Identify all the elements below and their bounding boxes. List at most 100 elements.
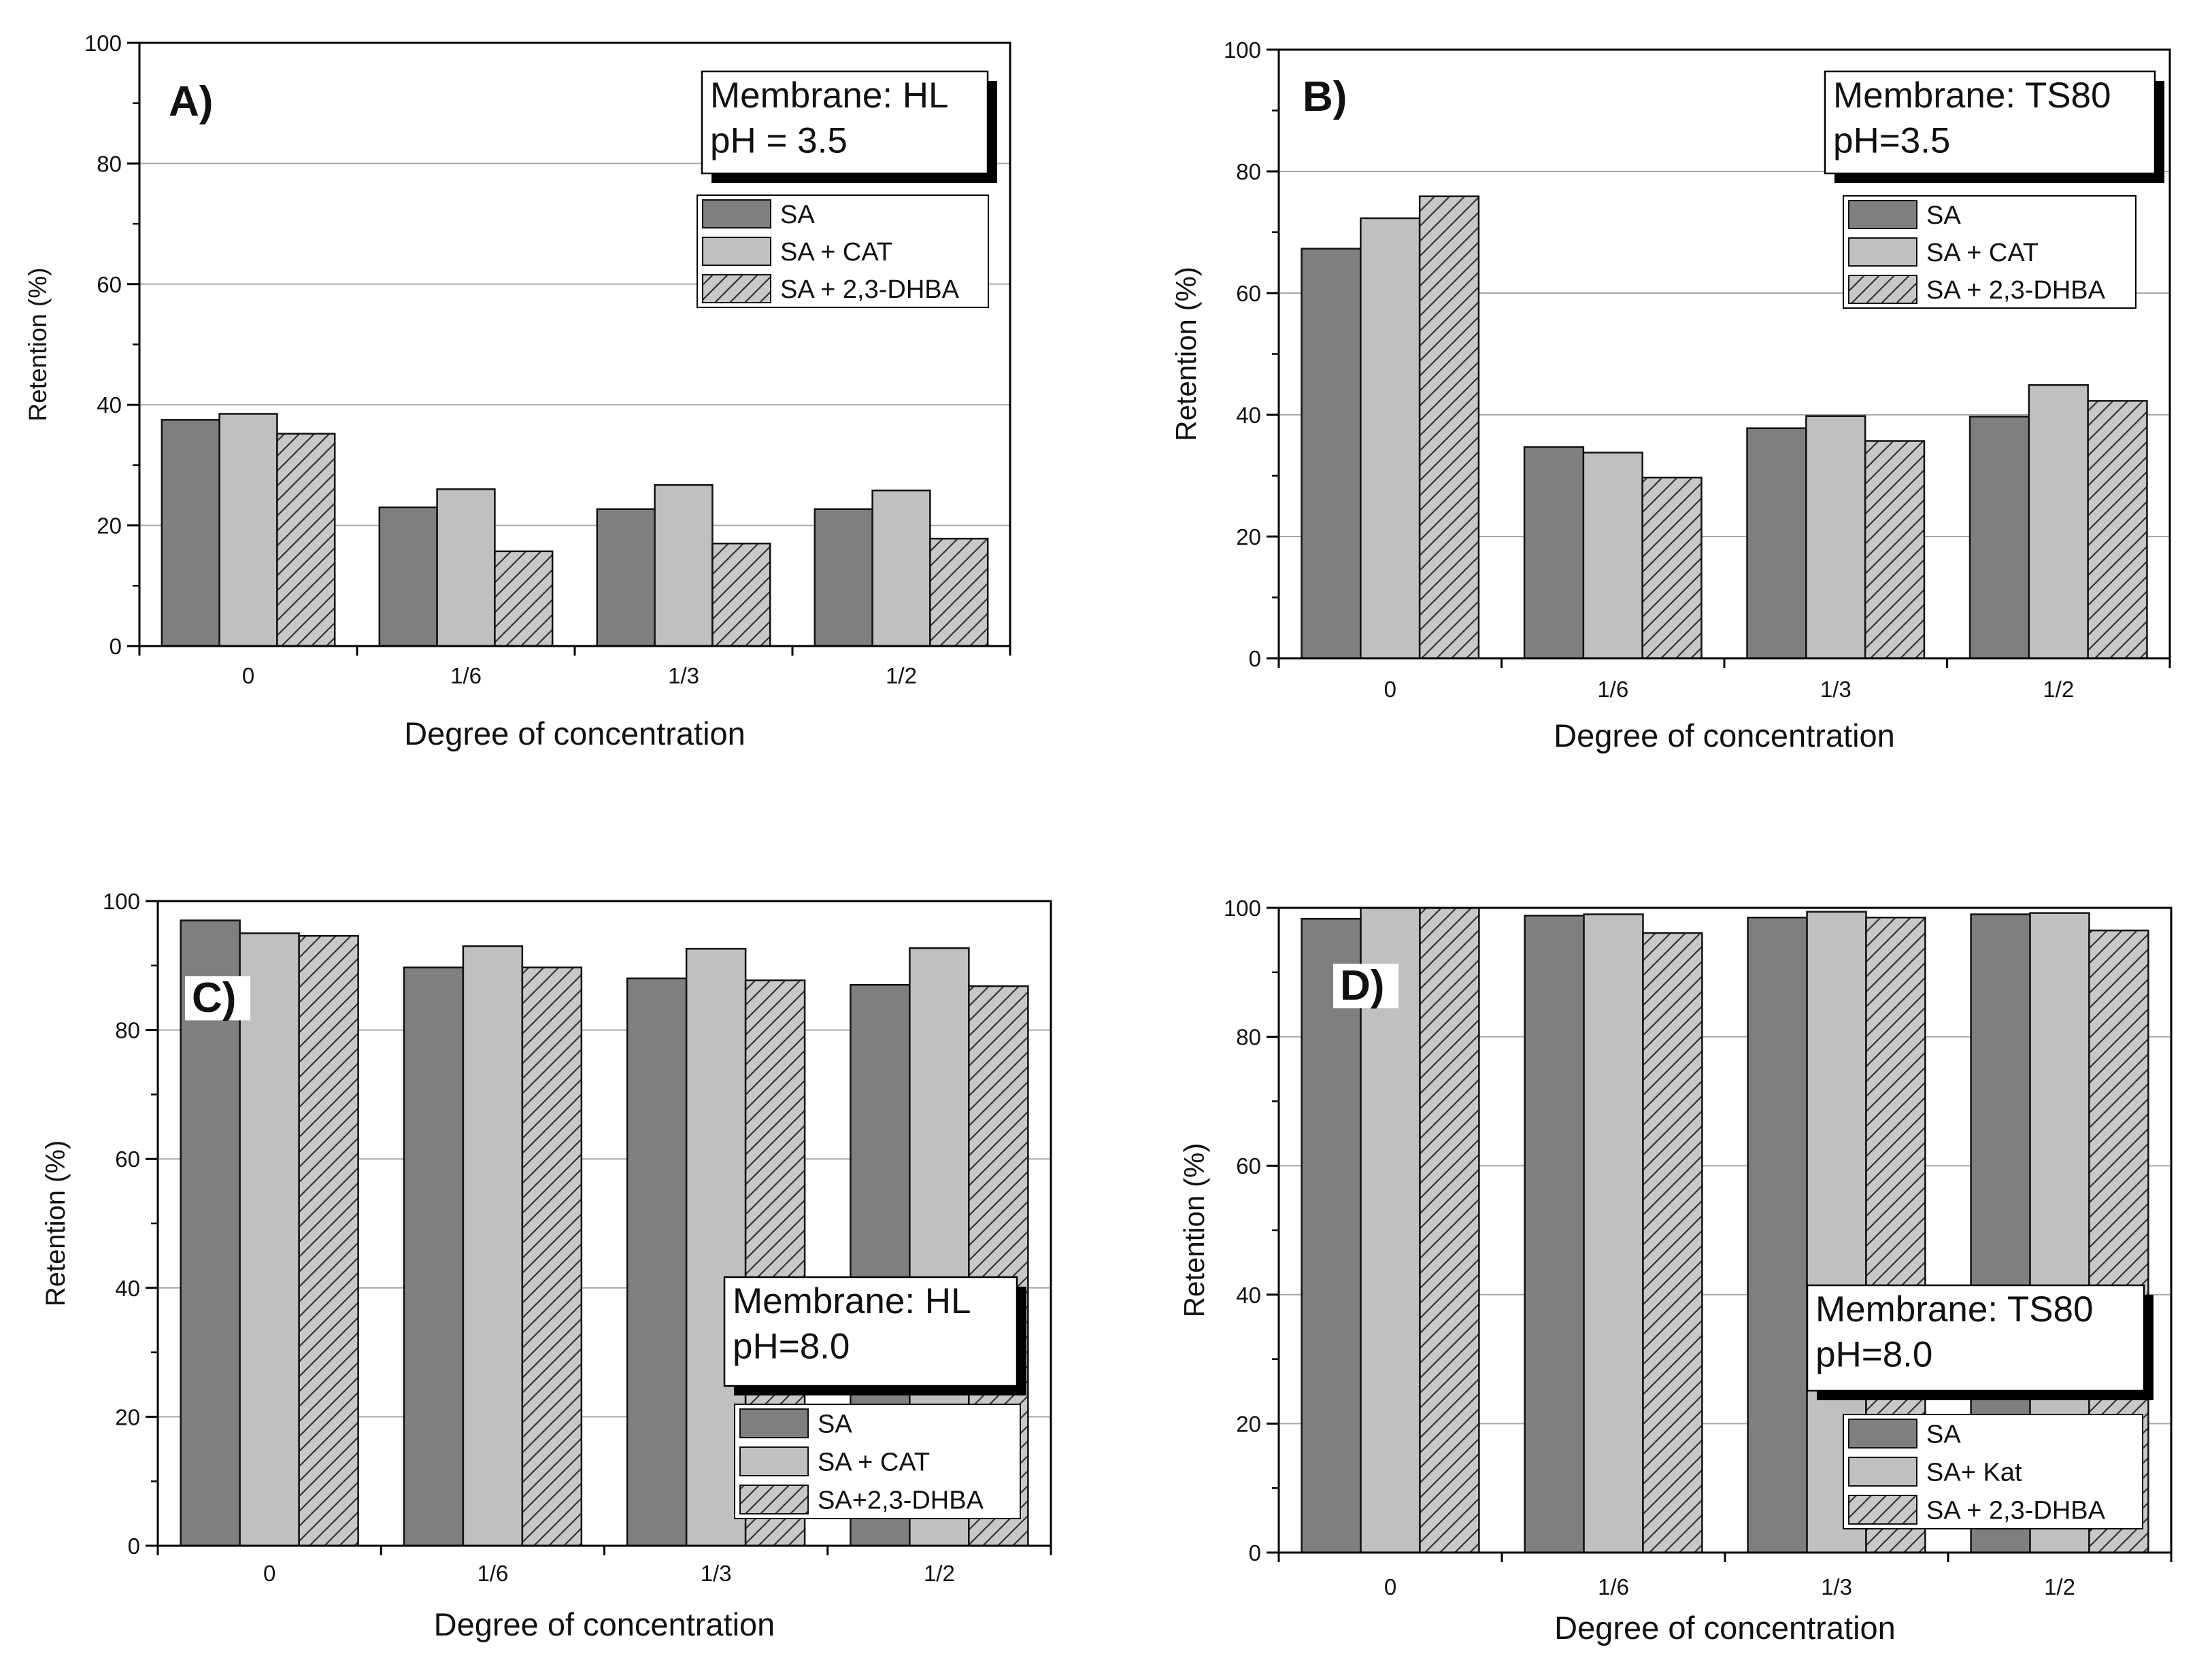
bar-sa-cat-3 [1805, 415, 1866, 660]
bar-sa-1 [1301, 248, 1362, 660]
chart-panel-b: 0 20 40 60 80 100 0 1/6 1/3 1/2 Degree of concentr… [1170, 37, 2171, 753]
bar-sa-cat-1 [218, 413, 278, 647]
legend-label: SA [1926, 201, 1961, 230]
bar-sa-2 [378, 506, 438, 647]
bar-sa-kat-2 [1583, 913, 1644, 1554]
bar-sa-3 [1747, 916, 1808, 1554]
y-axis-title: Retention (%) [1170, 267, 1202, 441]
bar-sa-2-3-dhba-3 [711, 542, 771, 647]
bar-sa-3 [626, 977, 688, 1547]
legend-swatch [702, 237, 771, 266]
x-tick-label: 1/2 [886, 663, 917, 688]
legend-swatch [702, 274, 771, 303]
x-tick-label: 1/3 [1820, 677, 1851, 702]
annotation-line: pH=3.5 [1833, 120, 1950, 160]
y-tick-label: 100 [103, 889, 140, 914]
bar-sa-cat-2 [1582, 452, 1643, 660]
bar-sa-2-3-dhba-2 [494, 550, 554, 647]
y-tick-label: 40 [1236, 403, 1261, 428]
y-tick-label: 0 [128, 1534, 140, 1559]
bar-sa-2-3-dhba-1 [1419, 907, 1480, 1554]
y-tick-label: 80 [115, 1018, 140, 1043]
bar-sa-2-3-dhba-1 [1418, 195, 1480, 660]
x-tick-label: 1/3 [668, 663, 699, 688]
x-axis-title: Degree of concentration [434, 1606, 775, 1642]
bar-sa-2-3-dhba-1 [298, 934, 359, 1547]
bar-sa-cat-4 [871, 489, 931, 647]
bar-sa-1 [180, 919, 241, 1547]
y-tick-label: 100 [84, 31, 122, 56]
y-tick-label: 20 [97, 513, 122, 539]
x-tick-label: 1/6 [1598, 1574, 1629, 1599]
panel-tag: D) [1340, 962, 1384, 1009]
legend-swatch [1848, 1495, 1917, 1525]
y-tick-label: 40 [1236, 1283, 1261, 1308]
bar-sa-3 [596, 508, 656, 647]
chart-panel-c: 0 20 40 60 80 100 0 1/6 1/3 1/2 Degree of concentr… [41, 889, 1052, 1642]
legend-label: SA [780, 201, 815, 229]
x-axis-title: Degree of concentration [1554, 1610, 1896, 1646]
panel-tag: B) [1303, 73, 1347, 120]
y-tick-label: 60 [1236, 281, 1261, 306]
y-tick-label: 80 [97, 151, 122, 176]
legend-label: SA+ Kat [1926, 1459, 2022, 1487]
bar-sa-2-3-dhba-2 [1641, 476, 1703, 660]
annotation-line: pH=8.0 [1815, 1334, 1932, 1374]
annotation-line: Membrane: TS80 [1833, 75, 2111, 116]
annotation-line: Membrane: HL [710, 75, 949, 116]
y-tick-label: 0 [1249, 1540, 1261, 1565]
x-tick-label: 0 [1384, 677, 1396, 702]
legend-label: SA [1926, 1421, 1961, 1449]
legend-swatch [739, 1408, 809, 1438]
x-tick-label: 0 [242, 663, 254, 688]
bar-sa-cat-4 [2028, 384, 2089, 660]
x-tick-label: 1/2 [2043, 677, 2074, 702]
bar-sa-1 [1301, 917, 1362, 1554]
bar-sa-4 [1968, 416, 2030, 660]
legend-swatch [1848, 275, 1917, 304]
x-tick-label: 0 [263, 1561, 275, 1586]
x-tick-label: 0 [1384, 1574, 1396, 1599]
bar-sa-cat-1 [239, 932, 300, 1547]
annotation-box [701, 70, 989, 175]
x-tick-label: 1/6 [477, 1561, 508, 1586]
bar-sa-2-3-dhba-1 [276, 433, 336, 647]
x-tick-label: 1/6 [1597, 677, 1628, 702]
bar-sa-4 [814, 508, 873, 647]
y-tick-label: 80 [1236, 159, 1261, 184]
legend-swatch [1848, 237, 1917, 267]
legend-label: SA+2,3-DHBA [818, 1487, 984, 1515]
bar-sa-cat-3 [654, 484, 714, 647]
x-tick-label: 1/3 [1821, 1574, 1852, 1599]
bar-sa-2-3-dhba-3 [1864, 440, 1926, 660]
annotation-box [723, 1276, 1018, 1387]
bar-sa-2-3-dhba-2 [1642, 932, 1703, 1554]
legend-swatch [1848, 1419, 1917, 1449]
legend-label: SA + CAT [1926, 239, 2039, 267]
x-axis-title: Degree of concentration [1554, 717, 1895, 753]
annotation-box [1824, 70, 2156, 175]
x-axis-title: Degree of concentration [404, 715, 745, 751]
y-axis-title: Retention (%) [1178, 1143, 1210, 1318]
bar-sa-2-3-dhba-4 [929, 537, 989, 647]
bar-sa-cat-2 [462, 945, 524, 1547]
legend-label: SA + 2,3-DHBA [1926, 1497, 2106, 1525]
bar-sa-3 [1746, 427, 1807, 660]
y-tick-label: 60 [1236, 1153, 1261, 1179]
x-tick-label: 1/2 [2044, 1574, 2075, 1599]
y-tick-label: 60 [115, 1147, 140, 1172]
y-tick-label: 20 [1236, 1411, 1261, 1436]
y-tick-label: 40 [115, 1276, 140, 1301]
y-tick-label: 20 [115, 1404, 140, 1429]
legend-label: SA + 2,3-DHBA [780, 275, 960, 304]
y-axis-title: Retention (%) [24, 267, 52, 421]
legend-swatch [739, 1485, 809, 1514]
y-tick-label: 0 [1249, 646, 1261, 671]
legend-label: SA + CAT [818, 1449, 930, 1477]
bar-sa-1 [161, 419, 220, 647]
legend-swatch [1848, 200, 1917, 229]
bar-sa-2 [1524, 915, 1585, 1554]
bar-sa-cat-2 [436, 488, 496, 647]
x-tick-label: 1/6 [450, 663, 482, 688]
